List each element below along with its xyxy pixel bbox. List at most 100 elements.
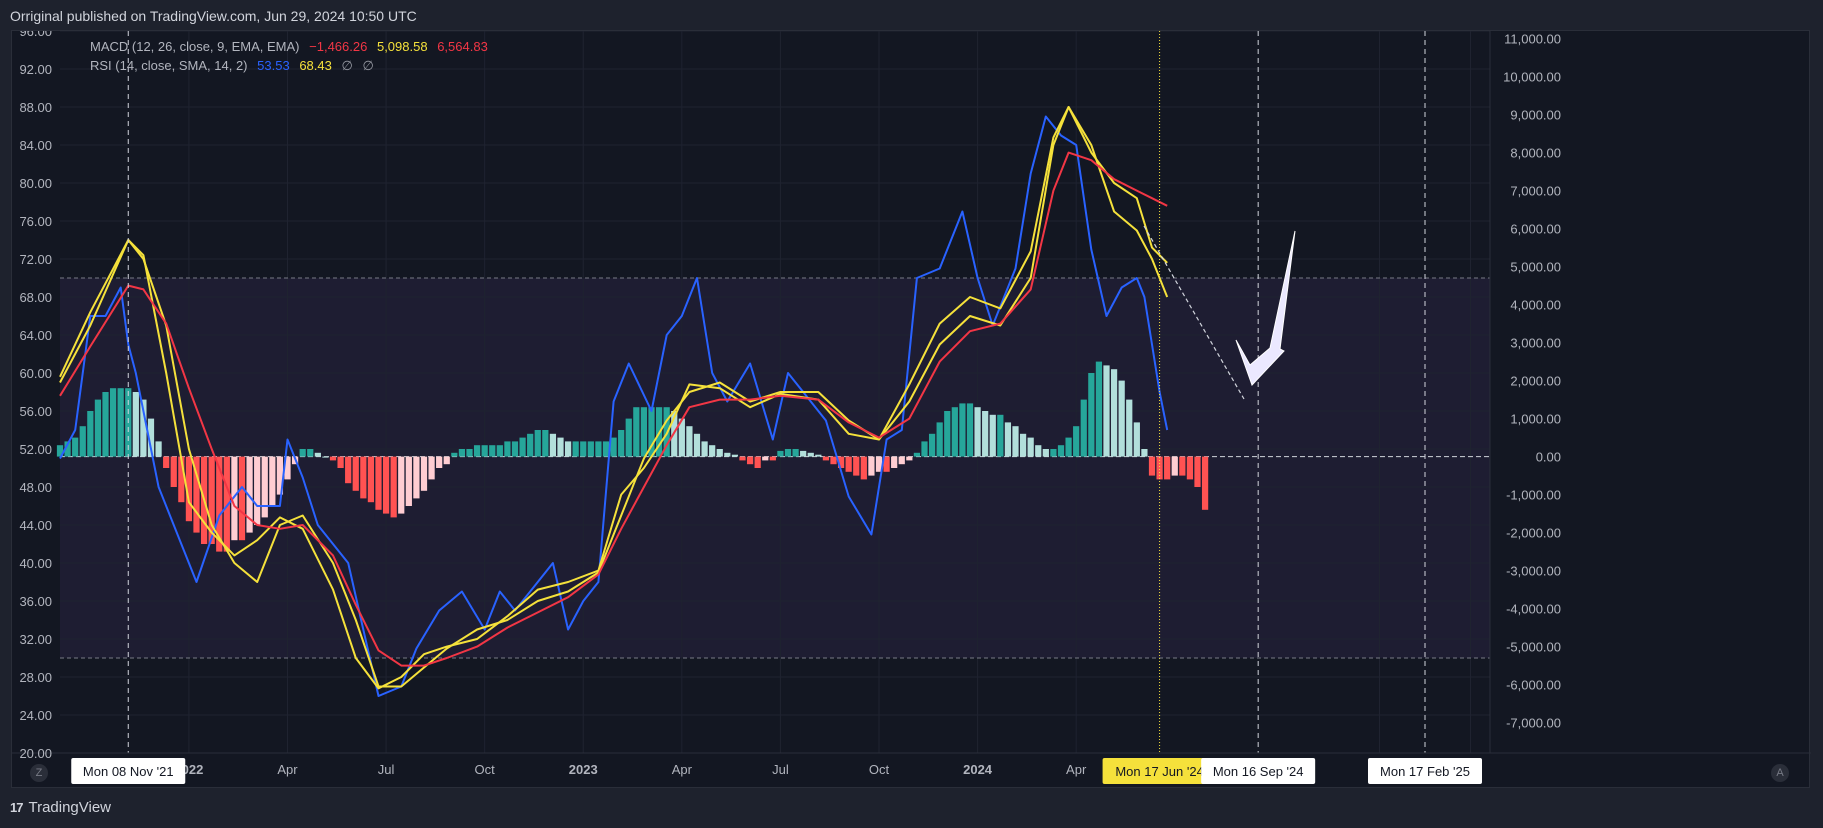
histogram-bar — [64, 441, 71, 457]
histogram-bar — [473, 445, 481, 457]
auto-scale-right-button[interactable]: A — [1771, 764, 1789, 782]
histogram-bar — [648, 407, 655, 457]
histogram-bar — [1141, 449, 1148, 457]
histogram-bar — [625, 418, 632, 457]
right-axis-tick-label: -3,000.00 — [1506, 564, 1561, 579]
histogram-bar — [534, 430, 541, 457]
date-marker-label: Mon 08 Nov '21 — [83, 764, 174, 779]
chart-canvas[interactable]: 20.00 24.00 28.00 32.00 36.00 40.00 44.00 48.00… — [12, 31, 1811, 789]
histogram-bar — [504, 441, 511, 457]
x-axis-tick-label: 2023 — [569, 762, 598, 777]
histogram-bar — [238, 456, 246, 541]
right-axis-tick-label: 6,000.00 — [1510, 222, 1561, 237]
histogram-bar — [891, 456, 898, 468]
macd-legend[interactable]: MACD (12, 26, close, 9, EMA, EMA) −1,466… — [90, 39, 494, 54]
chart-pane[interactable]: 20.00 24.00 28.00 32.00 36.00 40.00 44.00 48.00… — [11, 30, 1811, 789]
x-axis-tick-label: 2024 — [963, 762, 993, 777]
rsi-ma-value: 68.43 — [299, 58, 332, 73]
signal-line — [59, 151, 1168, 667]
histogram-bar — [1201, 456, 1209, 510]
histogram-bar — [1057, 445, 1065, 457]
right-axis-tick-label: 5,000.00 — [1510, 260, 1561, 275]
left-axis-tick-label: 52.00 — [19, 442, 52, 457]
x-axis-tick-label: Jul — [772, 762, 789, 777]
histogram-bar — [693, 433, 701, 457]
histogram-bar — [913, 452, 921, 457]
histogram-bar — [451, 452, 458, 457]
left-axis-tick-label: 84.00 — [19, 138, 52, 153]
left-axis-tick-label: 80.00 — [19, 176, 52, 191]
histogram-bar — [800, 450, 807, 457]
histogram-bar — [337, 456, 344, 468]
brand-name: TradingView — [28, 799, 112, 816]
histogram-bar — [382, 456, 390, 514]
histogram-bar — [1156, 456, 1163, 480]
histogram-bar — [1194, 456, 1201, 487]
rsi-empty-value-2: ∅ — [362, 58, 374, 73]
histogram-bar — [1042, 449, 1049, 457]
auto-scale-left-button[interactable]: Z — [30, 764, 48, 782]
histogram-bar — [299, 449, 306, 457]
right-axis-tick-label: -6,000.00 — [1506, 678, 1561, 693]
histogram-bar — [739, 456, 746, 461]
histogram-bar — [564, 441, 572, 457]
right-axis-tick-label: 8,000.00 — [1510, 146, 1561, 161]
histogram-bar — [610, 437, 617, 457]
x-axis-tick-label: Apr — [1066, 762, 1087, 777]
date-marker-label: Mon 17 Feb '25 — [1380, 764, 1470, 779]
left-axis-tick-label: 40.00 — [19, 556, 52, 571]
histogram-bar — [709, 445, 716, 457]
rsi-legend-label: RSI (14, close, SMA, 14, 2) — [90, 58, 248, 73]
histogram-bar — [1126, 399, 1133, 457]
histogram-bar — [716, 449, 723, 457]
histogram-bar — [989, 414, 996, 457]
histogram-bar — [1080, 399, 1087, 457]
histogram-bar — [875, 456, 883, 472]
histogram-bar — [216, 456, 223, 552]
histogram-bar — [959, 403, 966, 457]
histogram-bar — [496, 445, 503, 457]
macd-legend-label: MACD (12, 26, close, 9, EMA, EMA) — [90, 39, 300, 54]
histogram-bar — [845, 456, 852, 472]
rsi-ma-line — [59, 106, 1169, 688]
rsi-legend[interactable]: RSI (14, close, SMA, 14, 2) 53.53 68.43 … — [90, 58, 380, 74]
histogram-bar — [1065, 437, 1072, 457]
histogram-bar — [428, 456, 435, 480]
histogram-bar — [458, 449, 466, 457]
histogram-bar — [322, 456, 329, 458]
histogram-bar — [163, 456, 170, 468]
histogram-bar — [466, 449, 473, 457]
trend-projection-line — [1143, 225, 1245, 400]
histogram-bar — [974, 407, 981, 457]
histogram-bar — [276, 456, 284, 495]
date-marker-label-box — [1201, 758, 1316, 784]
left-axis-tick-label: 88.00 — [19, 100, 52, 115]
left-axis-tick-label: 20.00 — [19, 746, 52, 761]
histogram-bar — [602, 441, 610, 457]
histogram-bar — [860, 456, 867, 480]
histogram-bar — [921, 441, 928, 457]
histogram-bar — [413, 456, 420, 499]
histogram-bar — [595, 441, 602, 457]
histogram-bar — [208, 456, 215, 544]
histogram-bar — [170, 456, 177, 487]
histogram-bar — [375, 456, 382, 510]
histogram-bar — [398, 456, 405, 514]
histogram-bar — [883, 456, 890, 472]
date-marker-label-box — [71, 758, 186, 784]
histogram-bar — [1012, 426, 1019, 457]
right-axis-tick-label: -5,000.00 — [1506, 640, 1561, 655]
right-axis-tick-label: -1,000.00 — [1506, 488, 1561, 503]
right-axis-tick-label: -2,000.00 — [1506, 526, 1561, 541]
histogram-bar — [837, 456, 845, 468]
histogram-bar — [511, 441, 519, 457]
date-marker-label: Mon 16 Sep '24 — [1213, 764, 1304, 779]
x-axis-tick-label: Apr — [277, 762, 298, 777]
histogram-bar — [549, 433, 557, 457]
histogram-bar — [79, 426, 86, 457]
histogram-bar — [527, 433, 534, 457]
footer-brand[interactable]: 17 TradingView — [10, 799, 111, 816]
right-axis-tick-label: 10,000.00 — [1503, 70, 1561, 85]
histogram-bar — [231, 456, 238, 541]
histogram-bar — [405, 456, 412, 506]
